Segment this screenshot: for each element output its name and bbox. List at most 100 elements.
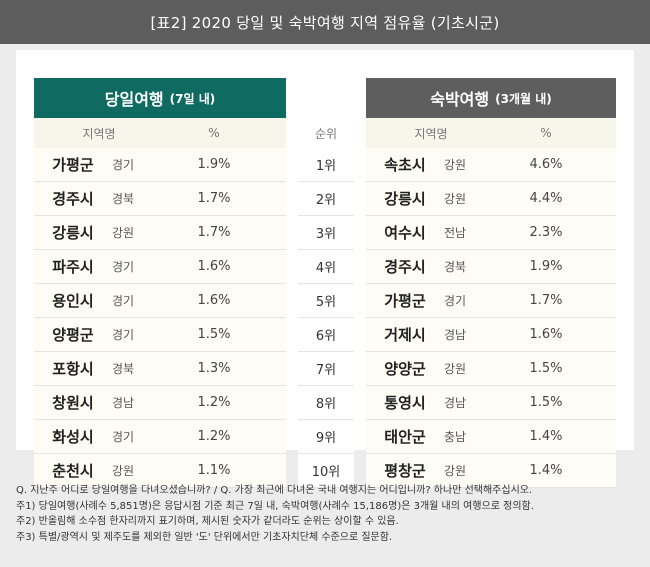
share-percent: 1.3% <box>197 361 231 376</box>
city-name: 강릉시 <box>52 224 94 242</box>
city-name: 통영시 <box>384 394 426 412</box>
province-name: 강원 <box>444 464 467 478</box>
share-percent: 4.4% <box>529 191 563 206</box>
table-row: 여수시 전남 2.3% <box>366 216 616 250</box>
overnight-column: 숙박여행 (3개월 내) 지역명 % 속초시 강원 4.6% 강릉시 강원 4.4% 여수시… <box>366 78 616 488</box>
city-name: 가평군 <box>384 292 426 310</box>
day-trip-region-header: 지역명 <box>82 126 116 141</box>
province-name: 경남 <box>444 328 467 342</box>
province-name: 강원 <box>444 362 467 376</box>
day-trip-header: 당일여행 (7일 내) <box>34 78 286 118</box>
table-row: 강릉시 강원 4.4% <box>366 182 616 216</box>
province-name: 경남 <box>112 396 135 410</box>
city-name: 포항시 <box>52 360 94 378</box>
city-name: 속초시 <box>384 156 426 174</box>
province-name: 경북 <box>112 362 135 376</box>
share-percent: 1.7% <box>197 225 231 240</box>
city-name: 창원시 <box>52 394 94 412</box>
city-name: 양평군 <box>52 326 94 344</box>
city-name: 파주시 <box>52 258 94 276</box>
city-name: 화성시 <box>52 428 94 446</box>
rank-cell: 9위 <box>298 420 354 454</box>
city-name: 여수시 <box>384 224 426 242</box>
city-name: 태안군 <box>384 428 426 446</box>
table-row: 용인시 경기 1.6% <box>34 284 286 318</box>
overnight-region-header: 지역명 <box>414 126 448 141</box>
table-row: 포항시 경북 1.3% <box>34 352 286 386</box>
table-row: 경주시 경북 1.9% <box>366 250 616 284</box>
city-name: 평창군 <box>384 462 426 480</box>
province-name: 경기 <box>112 328 135 342</box>
table-row: 가평군 경기 1.9% <box>34 148 286 182</box>
city-name: 양양군 <box>384 360 426 378</box>
province-name: 경기 <box>112 294 135 308</box>
day-trip-title: 당일여행 <box>104 90 164 109</box>
rank-cell: 6위 <box>298 318 354 352</box>
table-row: 통영시 경남 1.5% <box>366 386 616 420</box>
table-row: 강릉시 강원 1.7% <box>34 216 286 250</box>
city-name: 강릉시 <box>384 190 426 208</box>
share-percent: 1.7% <box>197 191 231 206</box>
day-trip-subtitle: (7일 내) <box>169 91 216 106</box>
overnight-subhead: 지역명 % <box>366 118 616 148</box>
overnight-subtitle: (3개월 내) <box>495 91 552 106</box>
share-percent: 1.4% <box>529 463 563 478</box>
share-percent: 4.6% <box>529 157 563 172</box>
rank-cell: 10위 <box>298 454 354 488</box>
share-percent: 1.2% <box>197 429 231 444</box>
footnote-line: 주2) 반올림해 소수점 한자리까지 표기하며, 제시된 숫자가 같더라도 순위… <box>16 516 399 527</box>
rank-cell: 7위 <box>298 352 354 386</box>
table-row: 양양군 강원 1.5% <box>366 352 616 386</box>
table-title: [표2] 2020 당일 및 숙박여행 지역 점유율 (기초시군) <box>0 0 650 44</box>
province-name: 경기 <box>444 294 467 308</box>
overnight-rows: 속초시 강원 4.6% 강릉시 강원 4.4% 여수시 전남 2.3% 경주시 경북 1.9% 가평군 경… <box>366 148 616 488</box>
share-percent: 1.2% <box>197 395 231 410</box>
province-name: 경기 <box>112 430 135 444</box>
share-percent: 1.5% <box>529 361 563 376</box>
day-trip-column: 당일여행 (7일 내) 지역명 % 가평군 경기 1.9% 경주시 경북 1.7% 강릉시 강… <box>34 78 286 488</box>
province-name: 충남 <box>444 430 467 444</box>
province-name: 경기 <box>112 158 135 172</box>
share-percent: 1.5% <box>529 395 563 410</box>
rank-cell: 5위 <box>298 284 354 318</box>
footnote-line: Q. 지난주 어디로 당일여행을 다녀오셨습니까? / Q. 가장 최근에 다녀… <box>16 485 533 496</box>
rank-rows: 1위 2위 3위 4위 5위 6위 7위 8위 9위 10위 <box>298 148 354 488</box>
province-name: 강원 <box>444 158 467 172</box>
day-trip-pct-header: % <box>208 126 220 140</box>
table-row: 파주시 경기 1.6% <box>34 250 286 284</box>
table-row: 평창군 강원 1.4% <box>366 454 616 488</box>
share-percent: 1.5% <box>197 327 231 342</box>
overnight-header: 숙박여행 (3개월 내) <box>366 78 616 118</box>
share-percent: 1.9% <box>197 157 231 172</box>
city-name: 경주시 <box>384 258 426 276</box>
province-name: 전남 <box>444 226 467 240</box>
share-percent: 2.3% <box>529 225 563 240</box>
footnotes: Q. 지난주 어디로 당일여행을 다녀오셨습니까? / Q. 가장 최근에 다녀… <box>16 483 534 545</box>
city-name: 춘천시 <box>52 462 94 480</box>
table-row: 경주시 경북 1.7% <box>34 182 286 216</box>
rank-column: 순위 1위 2위 3위 4위 5위 6위 7위 8위 9위 10위 <box>298 78 354 488</box>
footnote-line: 주1) 당일여행(사례수 5,851명)은 응답시점 기준 최근 7일 내, 숙… <box>16 500 534 512</box>
day-trip-rows: 가평군 경기 1.9% 경주시 경북 1.7% 강릉시 강원 1.7% 파주시 경기 1.6% 용인시 경… <box>34 148 286 488</box>
table-row: 가평군 경기 1.7% <box>366 284 616 318</box>
share-percent: 1.1% <box>197 463 231 478</box>
city-name: 거제시 <box>384 326 426 344</box>
rank-header: 순위 <box>314 126 338 141</box>
table-row: 거제시 경남 1.6% <box>366 318 616 352</box>
overnight-pct-header: % <box>540 126 552 140</box>
footnote-line: 주3) 특별/광역시 및 제주도를 제외한 일반 '도' 단위에서만 기초자치단… <box>16 531 393 543</box>
province-name: 강원 <box>112 226 135 240</box>
rank-cell: 1위 <box>298 148 354 182</box>
rank-cell: 4위 <box>298 250 354 284</box>
table-row: 태안군 충남 1.4% <box>366 420 616 454</box>
rank-cell: 3위 <box>298 216 354 250</box>
share-percent: 1.9% <box>529 259 563 274</box>
rank-cell: 8위 <box>298 386 354 420</box>
province-name: 경북 <box>112 192 135 206</box>
province-name: 경기 <box>112 260 135 274</box>
table-row: 창원시 경남 1.2% <box>34 386 286 420</box>
table-row: 춘천시 강원 1.1% <box>34 454 286 488</box>
rank-cell: 2위 <box>298 182 354 216</box>
share-percent: 1.6% <box>529 327 563 342</box>
